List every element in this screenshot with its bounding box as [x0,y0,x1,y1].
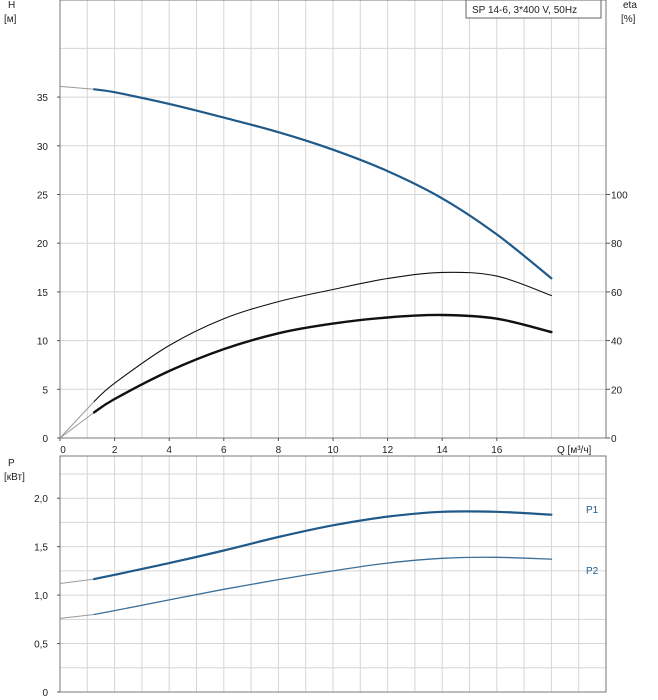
x-tick-label: 4 [166,445,172,456]
x-tick-label: 10 [327,445,339,456]
y-axis-label-power: P [8,458,15,469]
y-tick-label-head: 25 [37,191,49,202]
y-tick-label-head: 35 [37,93,49,104]
x-tick-label: 0 [60,445,66,456]
y-tick-label-head: 0 [42,434,48,445]
head-curve [93,88,553,280]
plot-frame-bottom [59,455,607,693]
y-tick-label-eta: 60 [611,288,623,299]
y-tick-label-power: 2,0 [34,494,48,505]
y-tick-label-power: 1,0 [34,591,48,602]
series-label-p1: P1 [586,505,599,516]
x-tick-label: 6 [221,445,227,456]
label-layer: SP 14-6, 3*400 V, 50Hz H [м] eta [%] Q [… [4,0,637,699]
series-label-p2: P2 [586,566,599,577]
head-curve-extension [59,85,95,90]
y-tick-label-power: 0,5 [34,640,48,651]
grid-layer [59,0,607,693]
x-tick-label: 8 [276,445,282,456]
efficiency-curve-total-extension [59,401,95,439]
y-axis-unit-power: [кВт] [4,472,25,483]
y-axis-label-head: H [8,0,15,11]
power-curve-p2-extension [59,614,95,619]
title-box [465,0,602,19]
y-axis-unit-head: [м] [4,14,17,25]
y-tick-label-eta: 100 [611,191,628,202]
x-tick-label: 2 [112,445,118,456]
x-tick-label: 12 [382,445,394,456]
y-tick-label-head: 15 [37,288,49,299]
curve-layer [59,85,553,619]
y-tick-label-head: 10 [37,337,49,348]
y-tick-label-head: 30 [37,142,49,153]
y-tick-label-head: 5 [42,385,48,396]
power-curve-p1-extension [59,578,95,584]
y-tick-label-eta: 0 [611,434,617,445]
chart-title: SP 14-6, 3*400 V, 50Hz [472,5,577,16]
x-tick-label: 16 [491,445,503,456]
y-tick-label-eta: 40 [611,337,623,348]
power-curve-p2 [93,556,553,616]
frame-layer [57,0,610,693]
x-tick-label: 14 [437,445,449,456]
y-tick-label-power: 0 [42,688,48,699]
y-tick-label-head: 20 [37,239,49,250]
y-tick-label-eta: 80 [611,239,623,250]
x-axis-label: Q [м³/ч] [557,445,592,456]
efficiency-curve-total [93,271,552,403]
efficiency-curve-pump-extension [59,412,95,439]
efficiency-curve-pump [92,313,553,414]
y-tick-label-eta: 20 [611,385,623,396]
y-tick-label-power: 1,5 [34,543,48,554]
y-axis-unit-eta: [%] [621,14,636,25]
y-axis-label-eta: eta [623,0,637,11]
power-curve-p1 [93,510,553,581]
